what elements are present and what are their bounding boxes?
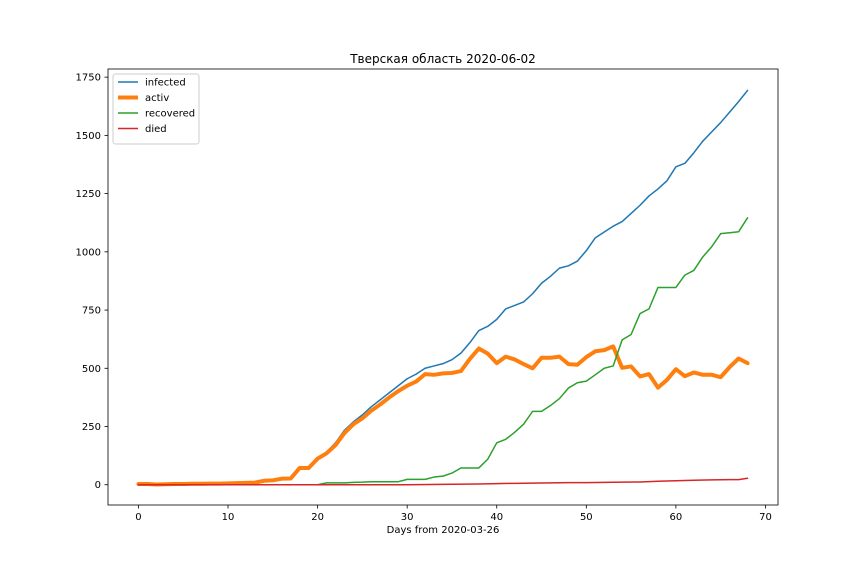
x-tick-label: 10 [222, 512, 235, 523]
y-tick-label: 750 [82, 306, 101, 317]
x-axis-ticks: 0 10 20 30 40 50 60 70 [135, 505, 772, 523]
y-tick-label: 1250 [76, 189, 101, 200]
axes-frame [107, 68, 779, 506]
legend-label-activ: activ [145, 93, 169, 104]
x-tick-label: 40 [490, 512, 503, 523]
y-tick-label: 500 [82, 364, 101, 375]
y-tick-label: 1000 [76, 247, 101, 258]
y-axis-ticks: 0 250 500 750 1000 1250 1500 1750 [76, 73, 108, 491]
y-tick-label: 0 [95, 480, 101, 491]
x-axis-label: Days from 2020-03-26 [387, 525, 500, 536]
series-line-recovered [137, 217, 749, 486]
series-line-died [137, 477, 749, 486]
series-line-activ [136, 344, 750, 487]
legend-label-infected: infected [145, 78, 186, 89]
y-tick-label: 1500 [76, 131, 101, 142]
legend-label-recovered: recovered [145, 109, 195, 120]
x-tick-label: 20 [311, 512, 324, 523]
y-tick-label: 1750 [76, 73, 101, 84]
x-tick-label: 0 [135, 512, 141, 523]
x-tick-label: 30 [401, 512, 414, 523]
legend-box [112, 73, 200, 145]
x-tick-label: 60 [670, 512, 683, 523]
legend: infected activ recovered died [112, 73, 200, 145]
series-layer [136, 89, 750, 487]
chart-title: Тверская область 2020-06-02 [349, 52, 536, 66]
y-tick-label: 250 [82, 422, 101, 433]
legend-label-died: died [145, 124, 167, 135]
x-tick-label: 50 [580, 512, 593, 523]
x-tick-label: 70 [759, 512, 772, 523]
